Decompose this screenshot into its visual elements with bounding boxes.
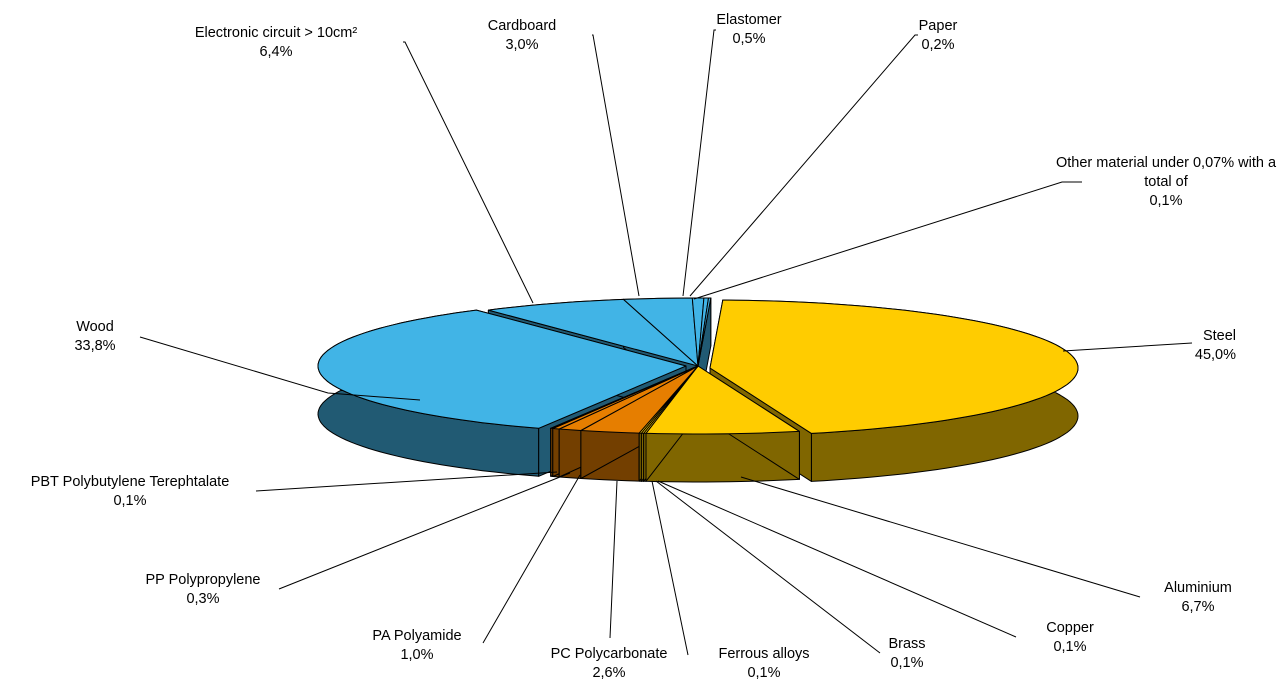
leader-line-ferrous-alloys [651, 480, 689, 656]
slice-aluminium [645, 365, 800, 435]
slice-label-ferrous-alloys: Ferrous alloys 0,1% [718, 646, 809, 681]
slice-tops [317, 297, 1079, 435]
leader-line-brass [655, 480, 881, 654]
leader-line-cardboard [592, 34, 640, 297]
slice-pbt-polybutylene-terephtalate [550, 365, 699, 429]
leader-line-paper [689, 34, 918, 297]
slice-label-pa-polyamide: PA Polyamide 1,0% [372, 628, 461, 663]
leader-line-other-material-under-0-07-with-a-total-of [693, 181, 1082, 300]
leader-line-pbt-polybutylene-terephtalate [255, 471, 558, 492]
slice-label-electronic-circuit-10cm: Electronic circuit > 10cm² 6,4% [195, 25, 358, 60]
slice-label-pp-polypropylene: PP Polypropylene 0,3% [145, 572, 260, 607]
slice-cardboard [623, 297, 699, 367]
slice-labels: Steel 45,0% Aluminium 6,7% Copper 0,1% Brass 0,… [31, 12, 1277, 681]
slice-label-brass: Brass 0,1% [888, 636, 925, 671]
leader-lines [139, 29, 1193, 656]
slice-label-pbt-polybutylene-terephtalate: PBT Polybutylene Terephtalate 0,1% [31, 474, 230, 509]
leader-line-electronic-circuit-10cm [403, 41, 534, 304]
slice-electronic-circuit-10cm [487, 298, 699, 367]
leader-line-steel [1062, 342, 1193, 352]
leader-line-pa-polyamide [482, 474, 581, 644]
slice-other-material-under-0-07-with-a-total-of [697, 297, 712, 367]
leader-line-aluminium [740, 476, 1141, 598]
slice-label-cardboard: Cardboard 3,0% [488, 18, 557, 53]
leader-line-copper [657, 480, 1017, 638]
slice-label-aluminium: Aluminium 6,7% [1164, 580, 1232, 615]
slice-label-pc-polycarbonate: PC Polycarbonate 2,6% [551, 646, 668, 681]
leader-line-wood [139, 336, 421, 401]
slice-label-other-material-under-0-07-with-a-total-of: Other material under 0,07% with a total o… [1056, 155, 1277, 209]
slice-label-steel: Steel 45,0% [1195, 328, 1236, 363]
slice-pc-polycarbonate [580, 365, 699, 434]
leader-line-pp-polypropylene [278, 472, 571, 590]
leader-line-elastomer [682, 29, 716, 297]
slice-label-copper: Copper 0,1% [1046, 620, 1094, 655]
leader-line-pc-polycarbonate [609, 480, 618, 639]
slice-label-wood: Wood 33,8% [74, 319, 115, 354]
slice-steel [709, 299, 1079, 434]
slice-label-paper: Paper 0,2% [919, 18, 958, 53]
slice-label-elastomer: Elastomer 0,5% [716, 12, 781, 47]
